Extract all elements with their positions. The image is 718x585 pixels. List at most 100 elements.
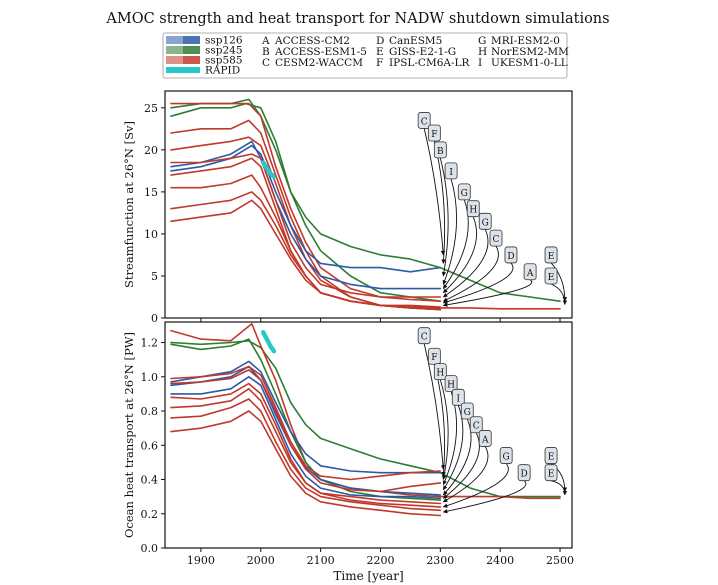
y-tick-label: 0.2 bbox=[141, 508, 159, 521]
annotation-letter: F bbox=[431, 353, 437, 363]
annotation-box bbox=[466, 200, 480, 218]
legend-model-letter: B bbox=[262, 46, 270, 58]
series-line-ssp585 bbox=[170, 398, 442, 512]
annotation-box bbox=[469, 416, 483, 434]
series-group bbox=[170, 322, 561, 517]
y-tick-label: 25 bbox=[144, 102, 158, 115]
legend-label-ssp585: ssp585 bbox=[205, 55, 243, 67]
legend-model-letter: A bbox=[261, 35, 270, 47]
x-tick-label: 2500 bbox=[546, 554, 574, 567]
annotation-box bbox=[427, 347, 441, 365]
chart-title: AMOC strength and heat transport for NAD… bbox=[105, 11, 609, 27]
series-line-ssp585 bbox=[170, 365, 442, 481]
legend-swatch-ssp126 bbox=[166, 36, 200, 44]
annotation-box bbox=[457, 183, 471, 201]
plot-frame bbox=[164, 90, 573, 319]
annotation-arrow bbox=[442, 480, 527, 514]
annotation-letter: B bbox=[437, 147, 444, 157]
legend-model-name: UKESM1-0-LL bbox=[491, 57, 568, 69]
legend-model-letter: D bbox=[376, 35, 384, 47]
legend-model-name: CanESM5 bbox=[389, 35, 442, 47]
annotation-arrow bbox=[442, 405, 464, 491]
series-line-ssp585 bbox=[170, 382, 442, 508]
annotation-box bbox=[499, 447, 513, 464]
annotation-arrow bbox=[442, 262, 514, 304]
annotation-box bbox=[517, 464, 531, 482]
legend-model-name: MRI-ESM2-0 bbox=[491, 35, 560, 47]
series-line-ssp245 bbox=[170, 339, 561, 498]
annotation-arrow bbox=[442, 199, 469, 289]
annotation-box bbox=[478, 212, 492, 230]
annotation-arrow bbox=[442, 178, 457, 285]
legend-model-name: NorESM2-MM bbox=[491, 46, 569, 58]
annotation-letter: I bbox=[456, 394, 460, 404]
annotation-arrow bbox=[423, 128, 446, 256]
annotation-arrow bbox=[439, 157, 449, 277]
annotation-letter: C bbox=[493, 235, 500, 245]
annotation-box bbox=[544, 246, 558, 264]
annotation-letter: G bbox=[464, 408, 471, 418]
annotation-box bbox=[417, 112, 431, 129]
x-axis-label: Time [year] bbox=[333, 569, 403, 583]
y-tick-label: 10 bbox=[144, 228, 158, 241]
legend-swatch-rapid bbox=[166, 67, 200, 73]
y-tick-label: 0 bbox=[151, 312, 158, 325]
legend-model-letter: I bbox=[478, 57, 482, 69]
legend-model-letter: E bbox=[376, 46, 384, 58]
legend-label-rapid: RAPID bbox=[205, 65, 240, 77]
annotation-arrow bbox=[442, 229, 489, 298]
annotation-box bbox=[427, 124, 441, 142]
annotation-letter: C bbox=[473, 422, 480, 432]
annotation-arrow bbox=[442, 245, 499, 302]
annotation-letter: E bbox=[548, 273, 555, 283]
annotation-box bbox=[433, 141, 447, 159]
y-tick-label: 0.4 bbox=[141, 474, 159, 487]
legend-model-letter: G bbox=[478, 35, 486, 47]
annotation-letter: E bbox=[548, 252, 555, 262]
annotation-arrow bbox=[423, 343, 446, 470]
annotation-letter: A bbox=[526, 269, 534, 279]
annotation-letter: E bbox=[548, 453, 555, 463]
series-line-rapid bbox=[260, 160, 277, 180]
annotation-letter: C bbox=[421, 333, 428, 343]
annotation-letter: D bbox=[507, 252, 514, 262]
annotation-arrow bbox=[439, 379, 449, 480]
x-tick-label: 2300 bbox=[426, 554, 454, 567]
x-tick-label: 2100 bbox=[307, 554, 335, 567]
heat-transport-panel: 0.0 0.2 0.4 0.6 0.8 1.0 1.2 1900 2000 2100 2200 230… bbox=[122, 321, 574, 583]
annotation-arrow bbox=[550, 283, 568, 305]
annotation-arrow bbox=[433, 140, 446, 264]
annotation-letter: E bbox=[548, 470, 555, 480]
annotation-arrow bbox=[442, 432, 480, 499]
series-line-ssp585 bbox=[170, 369, 442, 493]
annotation-arrow bbox=[442, 463, 509, 508]
x-tick-label: 1900 bbox=[187, 554, 215, 567]
annotation-letter: G bbox=[461, 189, 468, 199]
annotation-arrow bbox=[442, 279, 533, 307]
y-axis-label: Ocean heat transport at 26°N [PW] bbox=[122, 332, 136, 538]
annotation-letter: C bbox=[421, 117, 428, 127]
annotation-arrow bbox=[551, 480, 568, 496]
annotation-letter: D bbox=[521, 470, 528, 480]
annotation-letter: A bbox=[481, 435, 489, 445]
series-line-ssp585 bbox=[170, 199, 442, 311]
legend-label-ssp126: ssp126 bbox=[205, 35, 243, 47]
annotation-box bbox=[478, 430, 492, 447]
legend-model-name: IPSL-CM6A-LR bbox=[389, 57, 470, 69]
series-line-ssp126 bbox=[170, 375, 442, 500]
annotation-box bbox=[417, 327, 431, 345]
x-tick-label: 2000 bbox=[247, 554, 275, 567]
legend-swatch-ssp245 bbox=[166, 46, 200, 54]
annotation-arrow bbox=[442, 216, 477, 294]
plot-frame bbox=[164, 321, 573, 549]
annotation-letter: H bbox=[469, 206, 477, 216]
x-tick-label: 2400 bbox=[486, 554, 514, 567]
legend-swatch-ssp585 bbox=[166, 56, 200, 64]
legend-models: A ACCESS-CM2 B ACCESS-ESM1-5 C CESM2-WACCM D Ca… bbox=[261, 35, 569, 69]
series-line-ssp585 bbox=[170, 387, 442, 505]
x-tick-label: 2200 bbox=[366, 554, 394, 567]
